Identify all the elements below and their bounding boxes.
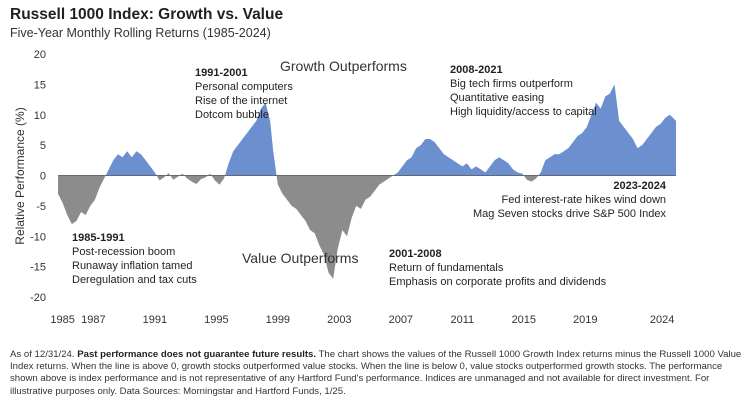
annotation-heading: 2001-2008 [389, 248, 442, 260]
x-tick-label: 1991 [143, 314, 167, 326]
y-axis: 20 15 10 5 0 -5 -10 -15 -20 [30, 49, 46, 304]
annotation-line: Return of fundamentals [389, 262, 504, 274]
annotation-line: Personal computers [195, 81, 293, 93]
annotation-line: Dotcom bubble [195, 109, 269, 121]
x-tick-label: 1999 [266, 314, 290, 326]
annotation-line: Emphasis on corporate profits and divide… [389, 276, 607, 288]
area-series [58, 84, 676, 279]
y-tick-label: 5 [40, 140, 46, 152]
footnote: As of 12/31/24. Past performance does no… [10, 349, 742, 398]
x-axis: 1985 1987 1991 1995 1999 2003 2007 2011 2015 2019… [50, 314, 674, 326]
annotation-line: Big tech firms outperform [450, 78, 573, 90]
annotation-1991-2001: 1991-2001 Personal computers Rise of the… [195, 67, 293, 121]
value-region-label: Value Outperforms [242, 250, 358, 266]
x-tick-label: 2007 [389, 314, 413, 326]
x-tick-label: 2024 [650, 314, 674, 326]
x-tick-label: 2011 [450, 314, 474, 326]
y-axis-label: Relative Performance (%) [13, 107, 27, 244]
y-tick-label: 0 [40, 171, 46, 183]
annotation-line: High liquidity/access to capital [450, 106, 597, 118]
annotation-line: Deregulation and tax cuts [72, 274, 197, 286]
footnote-date: As of 12/31/24. [10, 349, 75, 360]
value-outperforms-area [58, 175, 676, 279]
annotation-line: Post-recession boom [72, 246, 175, 258]
y-tick-label: 15 [34, 79, 46, 91]
footnote-disclaimer: Past performance does not guarantee futu… [77, 349, 317, 360]
annotation-line: Fed interest-rate hikes wind down [502, 194, 666, 206]
y-tick-label: -20 [30, 292, 46, 304]
x-tick-label: 1995 [204, 314, 228, 326]
annotation-2008-2021: 2008-2021 Big tech firms outperform Quan… [450, 64, 597, 118]
annotation-2023-2024: 2023-2024 Fed interest-rate hikes wind d… [473, 180, 667, 220]
annotation-2001-2008: 2001-2008 Return of fundamentals Emphasi… [389, 248, 607, 288]
chart-title: Russell 1000 Index: Growth vs. Value [10, 6, 284, 23]
growth-outperforms-area [58, 84, 676, 176]
x-tick-label: 1985 [50, 314, 74, 326]
annotation-heading: 1991-2001 [195, 67, 248, 79]
x-tick-label: 2019 [573, 314, 597, 326]
growth-region-label: Growth Outperforms [280, 58, 407, 74]
annotation-heading: 2023-2024 [613, 180, 666, 192]
annotation-line: Rise of the internet [195, 95, 287, 107]
y-tick-label: -10 [30, 231, 46, 243]
annotation-line: Quantitative easing [450, 92, 544, 104]
x-tick-label: 1987 [81, 314, 105, 326]
x-tick-label: 2015 [512, 314, 536, 326]
annotation-heading: 2008-2021 [450, 64, 503, 76]
x-tick-label: 2003 [327, 314, 351, 326]
y-tick-label: -5 [36, 201, 46, 213]
annotation-heading: 1985-1991 [72, 232, 125, 244]
annotation-line: Mag Seven stocks drive S&P 500 Index [473, 208, 667, 220]
chart-subtitle: Five-Year Monthly Rolling Returns (1985-… [10, 26, 271, 40]
y-tick-label: 10 [34, 110, 46, 122]
annotation-line: Runaway inflation tamed [72, 260, 192, 272]
y-tick-label: 20 [34, 49, 46, 61]
annotation-1985-1991: 1985-1991 Post-recession boom Runaway in… [72, 232, 197, 286]
footnote-text: The chart shows the values of the Russel… [10, 349, 742, 397]
y-tick-label: -15 [30, 262, 46, 274]
